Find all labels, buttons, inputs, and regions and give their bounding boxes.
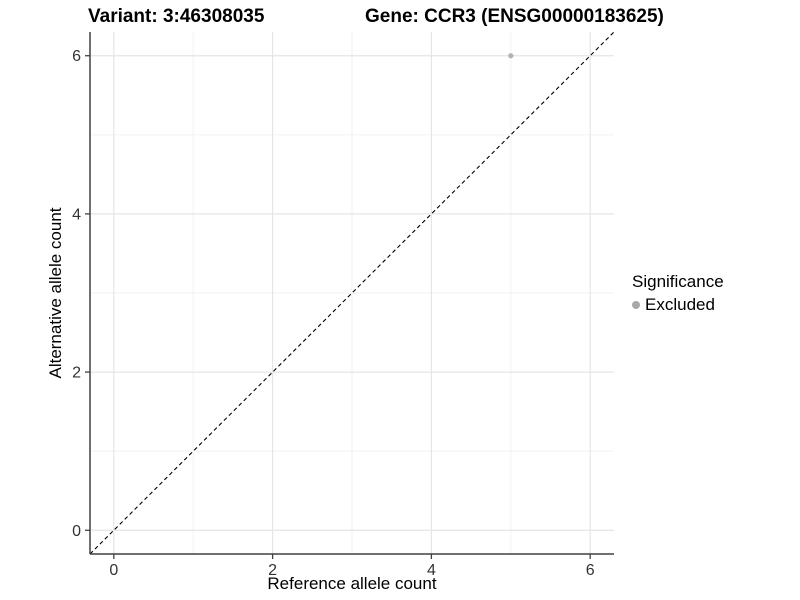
y-tick-label: 2 bbox=[72, 365, 81, 382]
y-tick-label: 0 bbox=[72, 523, 81, 540]
identity-reference-line bbox=[89, 31, 615, 555]
legend-title: Significance bbox=[632, 272, 724, 291]
legend: Significance Excluded bbox=[632, 272, 724, 315]
excluded-point-icon bbox=[632, 301, 640, 309]
x-axis-label: Reference allele count bbox=[267, 574, 437, 593]
legend-entry-label: Excluded bbox=[645, 295, 715, 314]
x-tick-label: 0 bbox=[109, 562, 118, 579]
legend-entry-excluded: Excluded bbox=[632, 295, 724, 315]
data-point bbox=[508, 53, 514, 59]
y-axis-label: Alternative allele count bbox=[46, 207, 65, 379]
x-tick-label: 6 bbox=[586, 562, 595, 579]
x-tick-label: 2 bbox=[268, 562, 277, 579]
variant-title: Variant: 3:46308035 bbox=[88, 6, 265, 27]
gene-title: Gene: CCR3 (ENSG00000183625) bbox=[365, 6, 664, 27]
y-tick-label: 4 bbox=[72, 206, 81, 223]
x-tick-label: 4 bbox=[427, 562, 436, 579]
y-tick-label: 6 bbox=[72, 48, 81, 65]
